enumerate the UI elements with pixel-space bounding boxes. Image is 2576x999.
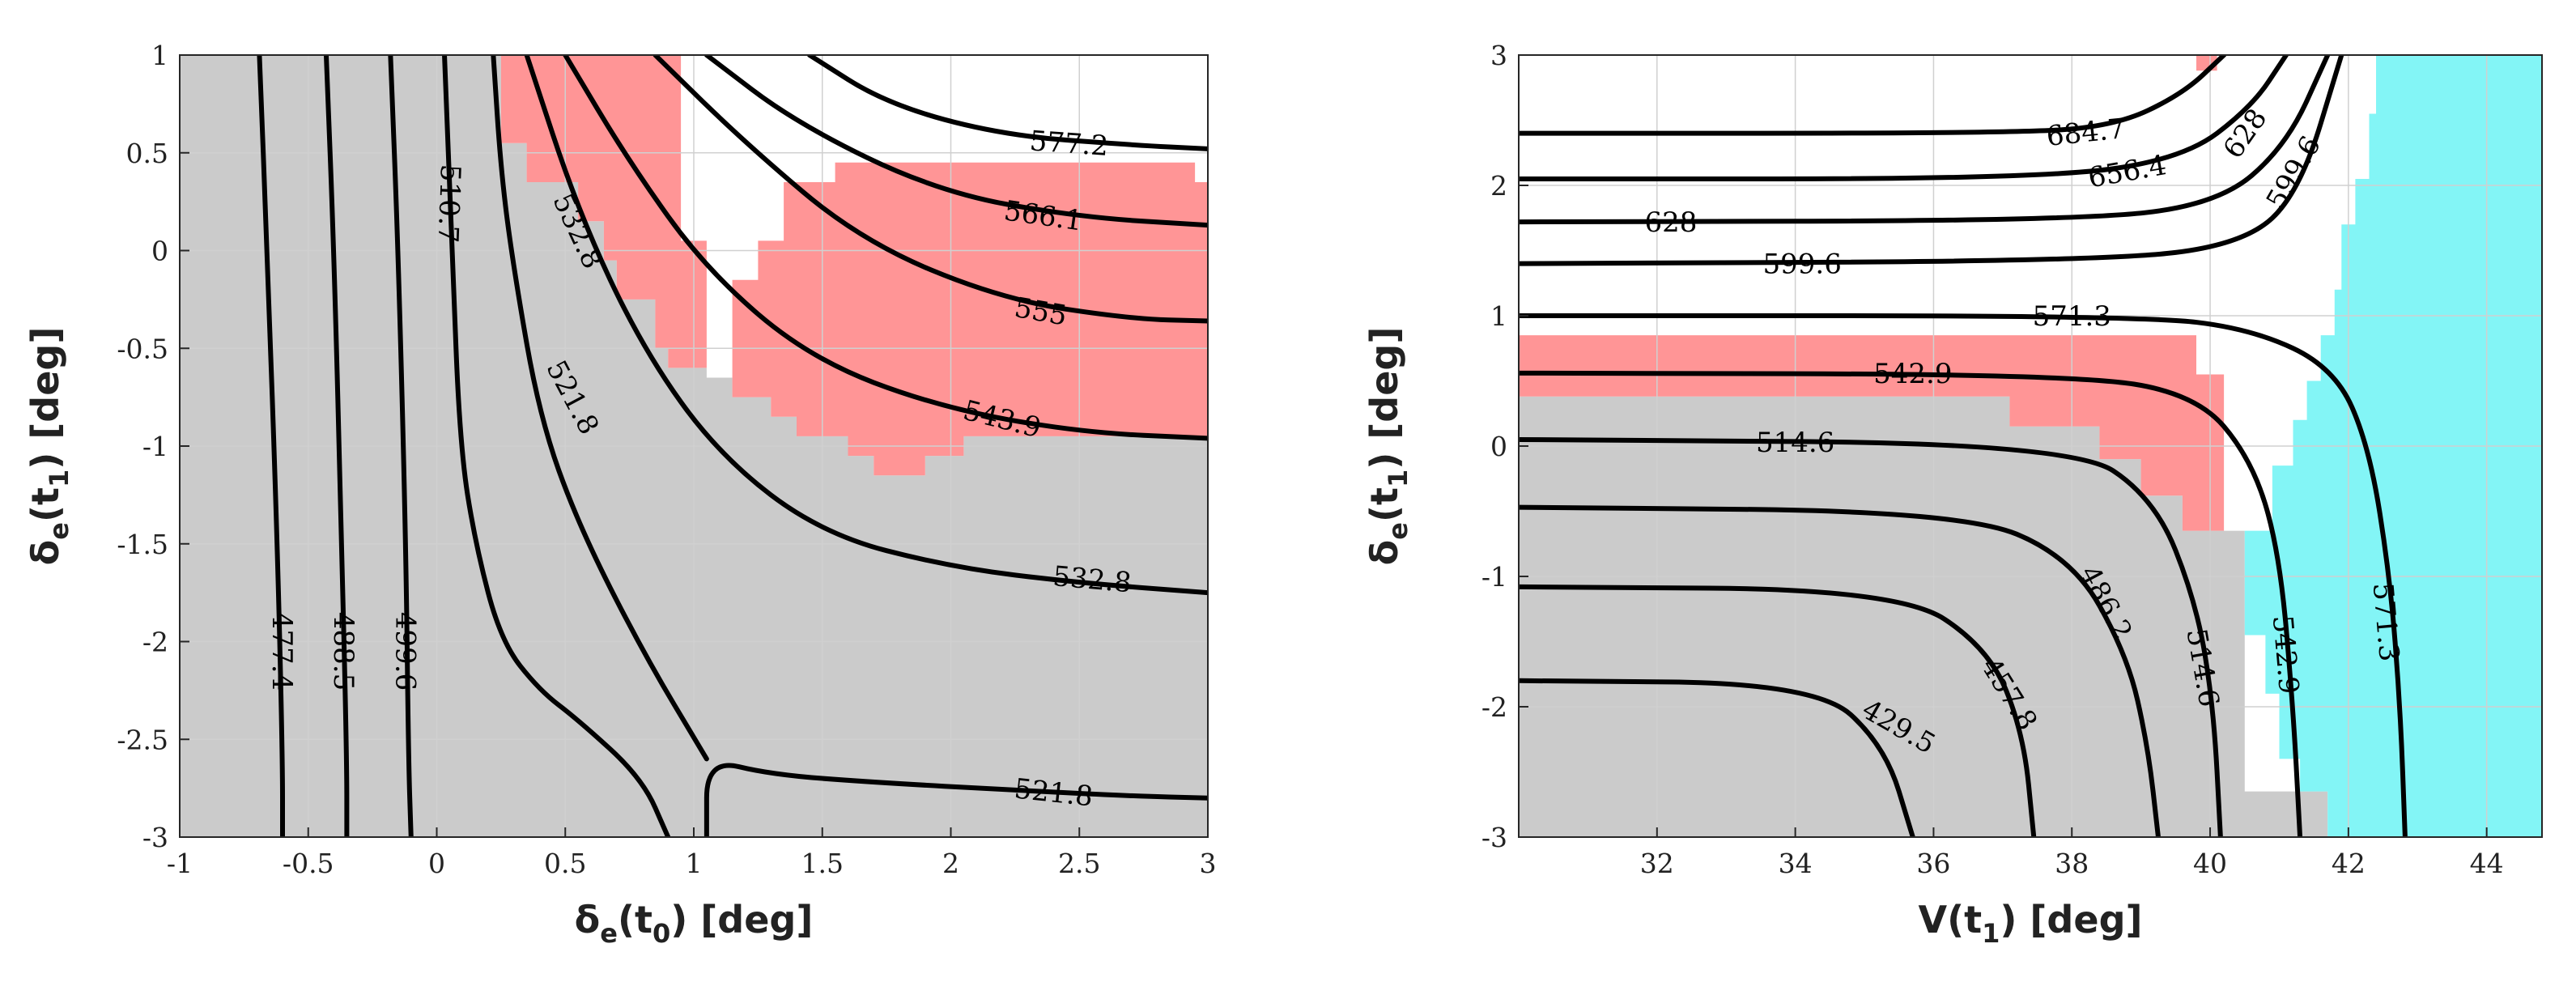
region-red bbox=[1519, 335, 2225, 531]
contour-line-571.3 bbox=[1519, 313, 2408, 837]
x-axis-label: V(t1) [deg] bbox=[1918, 898, 2142, 949]
contour-line-542.9 bbox=[1519, 370, 2303, 837]
y-tick-label: 0 bbox=[1490, 431, 1507, 462]
contour-label: 571.3 bbox=[2366, 581, 2405, 662]
contour-label-text: 514.6 bbox=[1756, 427, 1834, 459]
contour-label-text: 599.6 bbox=[1762, 249, 1841, 281]
contour-label: 488.5 bbox=[327, 612, 359, 691]
contour-line-521.8 bbox=[491, 55, 709, 762]
x-tick-label: 0 bbox=[428, 848, 445, 879]
y-tick-label: -2 bbox=[142, 627, 168, 658]
x-tick-label: 34 bbox=[1779, 848, 1813, 879]
contour-line-510.7 bbox=[442, 55, 671, 837]
x-tick-label: 0.5 bbox=[544, 848, 586, 879]
contour-label: 599.6 bbox=[1762, 249, 1841, 281]
y-tick-label: -2.5 bbox=[117, 724, 168, 755]
contour-label-text: 488.5 bbox=[327, 612, 359, 691]
x-tick-label: 2.5 bbox=[1058, 848, 1100, 879]
contour-label-text: 571.3 bbox=[2033, 300, 2111, 333]
contour-line-521.8 bbox=[704, 763, 1208, 837]
contour-line-486.2 bbox=[1519, 504, 2161, 837]
contour-label-text: 571.3 bbox=[2366, 581, 2405, 662]
x-tick-label: 38 bbox=[2055, 848, 2089, 879]
x-tick-label: 1 bbox=[686, 848, 703, 879]
y-tick-label: 0 bbox=[151, 236, 168, 267]
contour-label-text: 577.2 bbox=[1029, 125, 1110, 163]
contour-label-text: 542.9 bbox=[2266, 614, 2305, 695]
contour-line-555 bbox=[653, 55, 1208, 324]
x-tick-label: 32 bbox=[1640, 848, 1674, 879]
contour-label: 628 bbox=[1644, 206, 1697, 239]
y-axis-label: δe(t1) [deg] bbox=[1362, 327, 1413, 566]
y-tick-label: -1.5 bbox=[117, 529, 168, 560]
contour-line-499.6 bbox=[388, 55, 414, 837]
contour-label-text: 510.7 bbox=[431, 164, 466, 244]
contour-line-656.4 bbox=[1519, 55, 2289, 181]
region-red bbox=[732, 162, 1208, 476]
y-tick-label: -1 bbox=[142, 431, 168, 462]
right-contour-plot: 684.7656.4628628599.6599.6571.3542.9514.… bbox=[1362, 40, 2543, 949]
contour-line-457.8 bbox=[1519, 584, 2037, 837]
y-axis-label: δe(t1) [deg] bbox=[23, 327, 74, 566]
contour-line-599.6 bbox=[1519, 55, 2344, 266]
x-tick-label: 1.5 bbox=[801, 848, 844, 879]
contour-label: 577.2 bbox=[1029, 125, 1110, 163]
x-axis-label: δe(t0) [deg] bbox=[575, 898, 814, 949]
contour-label-text: 477.4 bbox=[266, 612, 298, 691]
contour-line-532.8 bbox=[524, 55, 1208, 596]
contour-line-429.5 bbox=[1519, 678, 1915, 837]
y-tick-label: -2 bbox=[1481, 691, 1507, 723]
region-gray bbox=[1519, 396, 2328, 837]
x-tick-label: 3 bbox=[1200, 848, 1217, 879]
contour-label: 477.4 bbox=[266, 612, 298, 691]
contour-label: 542.9 bbox=[2266, 614, 2305, 695]
contour-label: 499.6 bbox=[389, 612, 421, 691]
y-tick-label: -1 bbox=[1481, 561, 1507, 593]
y-tick-label: 1 bbox=[1490, 300, 1507, 332]
x-tick-label: 40 bbox=[2193, 848, 2227, 879]
y-tick-label: 3 bbox=[1490, 40, 1507, 71]
contour-label-text: 628 bbox=[1644, 206, 1697, 239]
x-tick-label: 44 bbox=[2470, 848, 2504, 879]
x-tick-label: 42 bbox=[2332, 848, 2366, 879]
y-tick-label: -0.5 bbox=[117, 333, 168, 364]
contour-line-628 bbox=[1519, 55, 2331, 225]
contour-label: 571.3 bbox=[2033, 300, 2111, 333]
x-tick-label: 36 bbox=[1916, 848, 1950, 879]
contour-label: 510.7 bbox=[431, 164, 466, 244]
contour-line-543.9 bbox=[563, 55, 1208, 441]
y-tick-label: 2 bbox=[1490, 170, 1507, 202]
x-tick-label: -0.5 bbox=[283, 848, 334, 879]
y-tick-label: 0.5 bbox=[126, 138, 168, 169]
contour-label-text: 499.6 bbox=[389, 612, 421, 691]
contour-label: 514.6 bbox=[1756, 427, 1834, 459]
contour-line-577.2 bbox=[806, 55, 1208, 151]
contour-label: 532.8 bbox=[1052, 560, 1133, 599]
contour-line-566.1 bbox=[704, 55, 1208, 228]
contour-line-477.4 bbox=[257, 55, 285, 837]
contour-line-684.7 bbox=[1519, 55, 2227, 136]
y-tick-label: -3 bbox=[1481, 822, 1507, 853]
contour-label-text: 542.9 bbox=[1873, 358, 1952, 390]
y-tick-label: -3 bbox=[142, 822, 168, 853]
x-tick-label: -1 bbox=[167, 848, 193, 879]
x-tick-label: 2 bbox=[942, 848, 959, 879]
contour-label-text: 532.8 bbox=[1052, 560, 1133, 599]
contour-line-488.5 bbox=[323, 55, 350, 837]
contour-line-514.6 bbox=[1519, 436, 2223, 837]
contour-label: 542.9 bbox=[1873, 358, 1952, 390]
y-tick-label: 1 bbox=[151, 40, 168, 71]
